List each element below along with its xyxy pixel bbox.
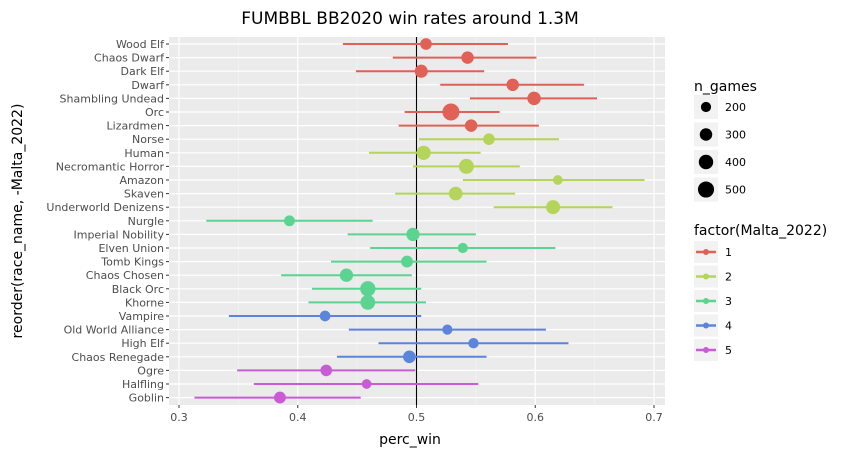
legend-size-key <box>700 101 712 113</box>
y-tick-label: Human <box>124 147 164 160</box>
legend-size-label: 500 <box>725 184 746 197</box>
data-point <box>416 145 431 160</box>
legend-color-label: 4 <box>725 320 732 333</box>
data-point <box>320 364 333 377</box>
x-tick-label: 0.3 <box>170 411 188 424</box>
points <box>274 38 563 404</box>
data-point <box>414 64 428 78</box>
y-tick-label: Khorne <box>125 296 164 309</box>
legend-color-key-dot <box>703 322 709 329</box>
data-point <box>457 242 468 254</box>
x-tick-label: 0.7 <box>645 411 663 424</box>
data-point <box>319 310 331 322</box>
legend-color-key-dot <box>703 347 709 353</box>
data-point <box>461 51 474 64</box>
data-point <box>274 391 286 404</box>
y-tick-label: Necromantic Horror <box>56 160 165 173</box>
legend-color-label: 1 <box>725 246 732 259</box>
legend-size-key <box>697 181 715 198</box>
data-point <box>420 38 432 50</box>
legend-size-label: 300 <box>725 129 746 142</box>
y-tick-label: Elven Union <box>98 242 164 255</box>
legend-color-key-dot <box>703 298 709 304</box>
data-point <box>483 133 495 146</box>
y-tick-label: Ogre <box>137 364 164 377</box>
y-tick-label: Lizardmen <box>107 120 164 133</box>
data-point <box>468 337 479 349</box>
y-tick-label: Orc <box>145 106 164 119</box>
y-tick-label: Dark Elf <box>121 65 166 78</box>
data-point <box>283 215 295 227</box>
y-tick-label: Norse <box>132 133 164 146</box>
y-tick-label: Shambling Undead <box>60 92 164 105</box>
data-point <box>406 227 420 242</box>
data-point <box>401 255 413 268</box>
y-tick-label: Imperial Nobility <box>73 228 164 241</box>
legend-size-key <box>699 128 713 141</box>
data-point <box>360 295 376 310</box>
legend-color: factor(Malta_2022) 1 2 3 4 5 <box>694 223 827 361</box>
data-point <box>442 103 460 121</box>
data-point <box>403 350 416 364</box>
legend-color-key-dot <box>703 249 709 255</box>
data-point <box>339 268 354 282</box>
data-point <box>464 119 478 132</box>
legend-size-title: n_games <box>694 79 757 95</box>
x-tick-label: 0.5 <box>408 411 426 424</box>
y-tick-label: Tomb Kings <box>100 256 164 269</box>
y-tick-label: Black Orc <box>112 283 164 296</box>
x-tick-label: 0.6 <box>527 411 545 424</box>
legend-size: n_games 200 300 400 500 <box>694 79 757 202</box>
legend-color-label: 5 <box>725 344 732 357</box>
data-point <box>527 91 541 106</box>
legend-color-title: factor(Malta_2022) <box>694 223 827 239</box>
y-tick-label: Amazon <box>120 174 164 187</box>
y-tick-label: Chaos Renegade <box>72 351 165 364</box>
data-point <box>546 200 561 215</box>
y-tick-label: Skaven <box>124 188 164 201</box>
y-tick-label: Dwarf <box>131 79 165 92</box>
chart-title: FUMBBL BB2020 win rates around 1.3M <box>241 9 579 29</box>
data-point <box>360 281 376 297</box>
data-point <box>448 186 463 201</box>
x-axis-label: perc_win <box>379 432 441 448</box>
y-tick-label: Chaos Chosen <box>86 269 164 282</box>
legend-color-label: 3 <box>725 295 732 308</box>
data-point <box>552 175 563 185</box>
y-tick-label: Halfling <box>122 378 164 391</box>
x-tick-label: 0.4 <box>289 411 307 424</box>
y-tick-label: High Elf <box>121 337 165 350</box>
y-axis-label: reorder(race_name, -Malta_2022) <box>10 104 26 339</box>
data-point <box>458 158 474 174</box>
legend-color-label: 2 <box>725 271 732 284</box>
y-tick-label: Goblin <box>129 392 164 405</box>
data-point <box>442 324 453 335</box>
legend-size-label: 400 <box>725 156 746 169</box>
y-tick-label: Nurgle <box>128 215 165 228</box>
data-point <box>506 78 519 92</box>
y-tick-label: Vampire <box>119 310 164 323</box>
y-tick-label: Old World Alliance <box>64 324 165 337</box>
x-axis-ticks: 0.3 0.4 0.5 0.6 0.7 <box>170 405 663 424</box>
y-tick-label: Wood Elf <box>116 38 165 51</box>
legend-color-key-dot <box>703 273 709 280</box>
legend-size-label: 200 <box>725 101 746 114</box>
legend-size-key <box>698 154 714 170</box>
data-point <box>361 379 372 389</box>
y-tick-label: Underworld Denizens <box>46 201 164 214</box>
y-tick-label: Chaos Dwarf <box>94 52 165 65</box>
